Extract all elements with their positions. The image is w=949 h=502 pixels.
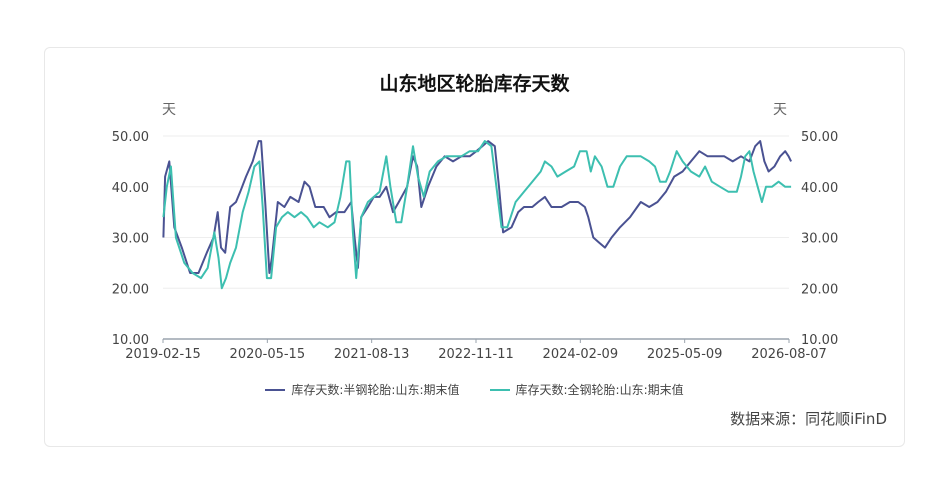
y-tick-label-right: 30.00: [801, 232, 838, 247]
legend-swatch-full-steel: [489, 388, 510, 391]
y-tick-label-left: 50.00: [112, 130, 149, 145]
x-tick-label: 2021-08-13: [334, 347, 410, 362]
x-tick-label: 2025-05-09: [647, 347, 723, 362]
chart-card: [44, 47, 905, 447]
x-tick-label: 2020-05-15: [230, 347, 306, 362]
x-tick-label: 2026-08-07: [751, 347, 827, 362]
right-axis-unit: 天: [773, 102, 787, 118]
y-tick-label-left: 10.00: [112, 333, 149, 348]
series-line-full-steel: [162, 140, 792, 290]
y-tick-label-right: 20.00: [801, 282, 838, 297]
chart-title: 山东地区轮胎库存天数: [379, 73, 570, 95]
y-tick-label-right: 40.00: [801, 181, 838, 196]
y-tick-label-left: 30.00: [112, 232, 149, 247]
data-source: 数据来源：同花顺iFinD: [730, 410, 887, 428]
legend-swatch-semi-steel: [265, 388, 286, 391]
x-tick-label: 2022-11-11: [438, 347, 514, 362]
legend-item-full-steel[interactable]: 库存天数:全钢轮胎:山东:期末值: [489, 381, 684, 398]
y-tick-label-right: 50.00: [801, 130, 838, 145]
legend: 库存天数:半钢轮胎:山东:期末值 库存天数:全钢轮胎:山东:期末值: [0, 381, 949, 398]
y-tick-label-left: 20.00: [112, 282, 149, 297]
x-tick-label: 2024-02-09: [543, 347, 619, 362]
legend-label-semi-steel: 库存天数:半钢轮胎:山东:期末值: [291, 383, 460, 397]
y-tick-label-right: 10.00: [801, 333, 838, 348]
x-tick-label: 2019-02-15: [125, 347, 201, 362]
legend-label-full-steel: 库存天数:全钢轮胎:山东:期末值: [515, 383, 684, 397]
y-tick-label-left: 40.00: [112, 181, 149, 196]
series-line-semi-steel: [162, 140, 792, 274]
left-axis-unit: 天: [162, 102, 176, 118]
legend-item-semi-steel[interactable]: 库存天数:半钢轮胎:山东:期末值: [265, 381, 460, 398]
